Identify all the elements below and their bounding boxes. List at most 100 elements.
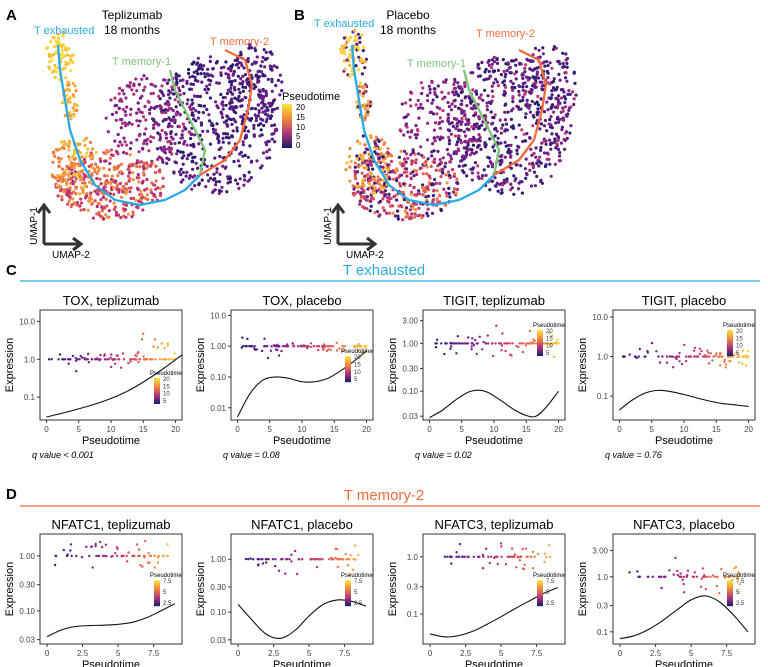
umap-cell xyxy=(493,176,497,180)
umap-cell xyxy=(179,173,183,177)
umap-cell xyxy=(215,122,219,126)
umap-cell xyxy=(90,163,94,167)
umap-cell xyxy=(214,183,218,187)
umap-cell xyxy=(253,113,257,117)
umap-cell xyxy=(169,135,173,139)
x-tick-label: 10 xyxy=(107,425,116,434)
umap-cell xyxy=(431,194,436,198)
umap-cell xyxy=(477,66,481,71)
umap-cell xyxy=(381,190,385,194)
umap-cell xyxy=(215,170,219,174)
umap-cell xyxy=(53,154,57,158)
umap-cell xyxy=(83,143,87,147)
expression-point xyxy=(151,358,154,361)
umap-cell xyxy=(531,84,535,88)
umap-cell xyxy=(515,148,519,152)
expression-point xyxy=(724,366,727,369)
umap-cell xyxy=(363,66,367,70)
umap-cell xyxy=(398,161,402,165)
umap-cell xyxy=(62,143,66,147)
trajectory-line xyxy=(493,48,548,176)
expression-point xyxy=(113,358,116,361)
umap-cell xyxy=(236,74,240,78)
umap-cell xyxy=(68,158,72,162)
umap-cell xyxy=(520,128,524,132)
expression-point xyxy=(148,554,152,558)
umap-cell xyxy=(358,184,362,189)
umap-cell xyxy=(511,126,516,130)
umap-cell xyxy=(499,73,503,77)
umap-cell xyxy=(456,140,460,144)
umap-cell xyxy=(240,63,244,68)
umap-cell xyxy=(437,193,441,197)
umap-cell xyxy=(112,167,117,172)
umap-cell xyxy=(239,150,243,154)
expression-point xyxy=(470,348,473,351)
expression-point xyxy=(482,340,485,344)
umap-cell xyxy=(59,189,63,193)
umap-cell xyxy=(116,144,120,148)
expression-point xyxy=(720,355,724,358)
expression-point xyxy=(325,349,329,353)
expression-point xyxy=(714,354,717,357)
umap-cell xyxy=(380,138,384,142)
expression-point xyxy=(86,358,90,361)
umap-cell xyxy=(421,86,425,90)
umap-cell xyxy=(103,174,107,178)
umap-cell xyxy=(452,87,456,91)
umap-cell xyxy=(131,171,135,175)
umap-cell xyxy=(549,96,553,101)
umap-cell xyxy=(533,67,537,71)
umap-cell xyxy=(68,186,72,190)
umap-cell xyxy=(364,89,368,94)
expression-point xyxy=(166,543,169,546)
umap-cell xyxy=(250,159,254,163)
expression-point xyxy=(704,355,707,358)
umap-cell xyxy=(178,113,182,117)
umap-cell xyxy=(470,148,474,152)
umap-cell xyxy=(79,178,83,182)
umap-cell xyxy=(564,76,568,80)
expression-point xyxy=(114,552,117,555)
expression-point xyxy=(147,552,150,555)
umap-cell xyxy=(208,83,212,87)
umap-cell xyxy=(198,94,202,99)
umap-cell xyxy=(219,73,223,77)
umap-cell xyxy=(477,116,481,120)
fit-curve xyxy=(429,587,559,638)
umap-cell xyxy=(128,113,133,117)
umap-cell xyxy=(432,149,436,153)
umap-cell xyxy=(113,139,117,143)
umap-cell xyxy=(168,96,172,100)
umap-cell xyxy=(94,150,98,154)
umap-cell xyxy=(421,106,425,110)
umap-cell xyxy=(168,117,172,122)
expression-point xyxy=(707,362,711,365)
umap-cell xyxy=(528,103,532,107)
expression-point xyxy=(248,345,251,348)
umap-cell xyxy=(444,173,448,177)
expression-point xyxy=(109,365,113,369)
umap-cell xyxy=(359,163,363,167)
expression-point xyxy=(275,345,279,348)
umap-cell xyxy=(510,88,515,92)
umap-cell xyxy=(191,82,196,86)
umap-cell xyxy=(130,122,134,126)
umap-cell xyxy=(72,166,77,170)
umap-cell xyxy=(498,162,502,167)
umap-b-label-memory2: T memory-2 xyxy=(476,28,535,40)
umap-cell xyxy=(422,189,426,193)
expression-point xyxy=(357,343,361,346)
umap-cell xyxy=(261,110,265,114)
expression-point xyxy=(131,358,135,361)
umap-cell xyxy=(241,80,245,84)
umap-cell xyxy=(262,89,266,93)
umap-cell xyxy=(150,198,155,202)
umap-cell xyxy=(229,90,233,94)
umap-cell xyxy=(174,105,178,109)
umap-cell xyxy=(195,69,199,73)
expression-point xyxy=(142,332,145,335)
umap-cell xyxy=(66,202,70,206)
umap-cell xyxy=(197,67,201,71)
umap-cell xyxy=(143,104,147,109)
